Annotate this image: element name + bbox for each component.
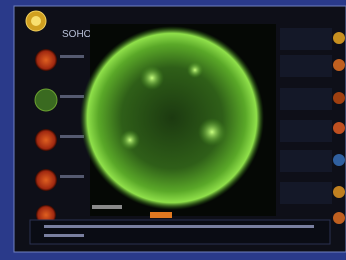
thumbnail[interactable] <box>35 49 57 71</box>
list-item[interactable] <box>280 150 332 172</box>
list-item[interactable] <box>280 88 332 110</box>
tab-marker[interactable] <box>150 212 172 218</box>
list-item[interactable] <box>280 28 332 50</box>
list-icon <box>333 186 345 198</box>
list-item[interactable] <box>280 55 332 77</box>
active-region <box>140 66 164 90</box>
active-region <box>120 130 140 150</box>
list-icon <box>333 32 345 44</box>
screen: SOHO <box>0 0 346 260</box>
caption-bar <box>30 220 330 244</box>
list-icon <box>333 122 345 134</box>
caption-line <box>44 225 314 228</box>
image-caption <box>92 205 122 209</box>
title: SOHO <box>62 29 92 40</box>
label-line <box>60 175 84 178</box>
list-item[interactable] <box>280 182 332 204</box>
thumbnail[interactable] <box>35 169 57 191</box>
label-line <box>60 95 84 98</box>
sun-image <box>80 26 264 210</box>
active-region <box>198 118 226 146</box>
thumbnail[interactable] <box>35 129 57 151</box>
list-item[interactable] <box>280 120 332 142</box>
list-icon <box>333 154 345 166</box>
label-line <box>60 55 84 58</box>
label-line <box>60 135 84 138</box>
caption-line <box>44 234 84 237</box>
active-region <box>187 62 203 78</box>
thumbnail[interactable] <box>35 89 57 111</box>
list-icon <box>333 212 345 224</box>
list-icon <box>333 92 345 104</box>
list-icon <box>333 59 345 71</box>
logo-core <box>31 16 41 26</box>
